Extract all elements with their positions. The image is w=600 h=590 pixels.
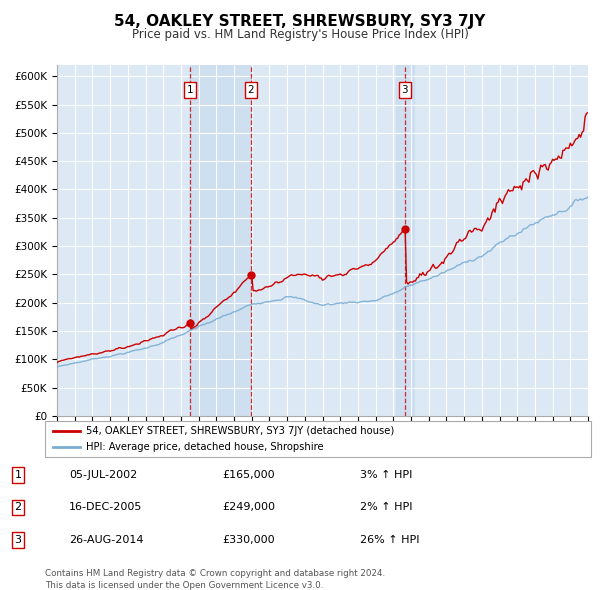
Text: 3: 3 bbox=[401, 86, 408, 96]
Text: 05-JUL-2002: 05-JUL-2002 bbox=[69, 470, 137, 480]
FancyBboxPatch shape bbox=[45, 421, 591, 457]
Text: 1: 1 bbox=[14, 470, 22, 480]
Bar bbox=[396, 65, 413, 416]
Text: 3: 3 bbox=[14, 535, 22, 545]
Text: 26% ↑ HPI: 26% ↑ HPI bbox=[360, 535, 419, 545]
Text: 2: 2 bbox=[248, 86, 254, 96]
Text: £249,000: £249,000 bbox=[222, 503, 275, 512]
Text: 54, OAKLEY STREET, SHREWSBURY, SY3 7JY (detached house): 54, OAKLEY STREET, SHREWSBURY, SY3 7JY (… bbox=[86, 425, 394, 435]
Text: £330,000: £330,000 bbox=[222, 535, 275, 545]
Text: 1: 1 bbox=[187, 86, 193, 96]
Text: Price paid vs. HM Land Registry's House Price Index (HPI): Price paid vs. HM Land Registry's House … bbox=[131, 28, 469, 41]
Text: 2% ↑ HPI: 2% ↑ HPI bbox=[360, 503, 413, 512]
Text: 26-AUG-2014: 26-AUG-2014 bbox=[69, 535, 143, 545]
Bar bbox=[190, 65, 251, 416]
Text: £165,000: £165,000 bbox=[222, 470, 275, 480]
Text: 16-DEC-2005: 16-DEC-2005 bbox=[69, 503, 142, 512]
Text: 54, OAKLEY STREET, SHREWSBURY, SY3 7JY: 54, OAKLEY STREET, SHREWSBURY, SY3 7JY bbox=[115, 14, 485, 30]
Text: 2: 2 bbox=[14, 503, 22, 512]
Text: Contains HM Land Registry data © Crown copyright and database right 2024.
This d: Contains HM Land Registry data © Crown c… bbox=[45, 569, 385, 590]
Text: HPI: Average price, detached house, Shropshire: HPI: Average price, detached house, Shro… bbox=[86, 442, 323, 453]
Text: 3% ↑ HPI: 3% ↑ HPI bbox=[360, 470, 412, 480]
